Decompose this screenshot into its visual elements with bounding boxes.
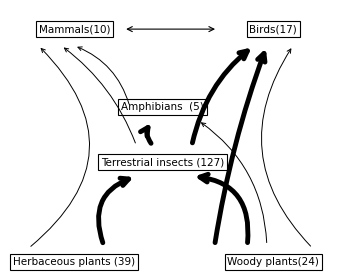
Text: Woody plants(24): Woody plants(24) <box>227 257 319 267</box>
Text: Herbaceous plants (39): Herbaceous plants (39) <box>13 257 135 267</box>
Text: Terrestrial insects (127): Terrestrial insects (127) <box>101 157 224 167</box>
Text: Mammals(10): Mammals(10) <box>39 24 110 34</box>
Text: Amphibians  (5): Amphibians (5) <box>121 102 204 112</box>
Text: Birds(17): Birds(17) <box>250 24 297 34</box>
